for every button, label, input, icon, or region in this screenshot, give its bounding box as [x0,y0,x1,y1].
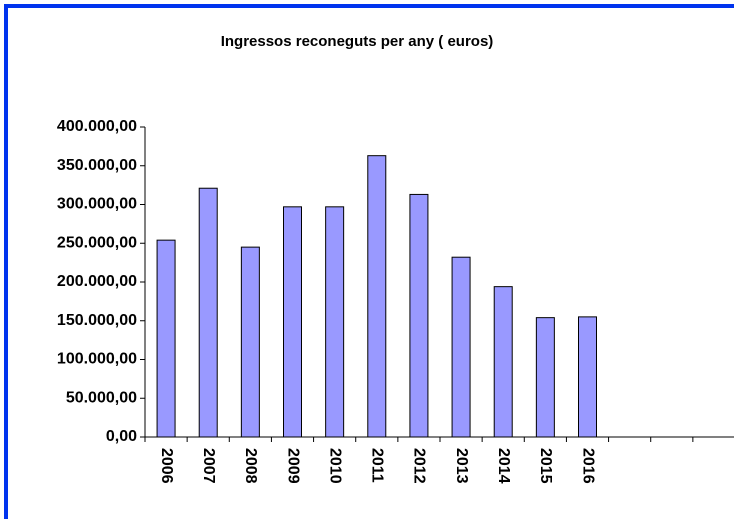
bar [367,155,387,438]
bar [240,246,260,438]
x-tick-label: 2013 [453,448,470,484]
x-tick-label: 2007 [200,448,217,484]
bar [535,317,555,438]
bar [493,286,513,438]
bar [409,193,429,438]
x-tick-label: 2006 [158,448,175,484]
bar [578,316,597,438]
y-tick-label: 200.000,00 [57,273,137,290]
x-tick-label: 2012 [411,448,428,484]
y-tick-label: 150.000,00 [57,312,137,329]
x-tick-label: 2011 [369,448,386,483]
x-tick-label: 2009 [284,448,301,484]
bar [156,239,176,438]
bar [325,206,345,438]
y-tick-label: 400.000,00 [57,118,137,135]
chart-title: Ingressos reconeguts per any ( euros) [221,33,494,50]
x-tick-label: 2015 [537,448,554,484]
x-tick-label: 2014 [495,448,512,484]
bar [283,206,302,438]
bar [198,187,218,438]
y-tick-label: 250.000,00 [57,234,137,251]
y-tick-label: 100.000,00 [57,351,137,368]
x-tick-label: 2016 [579,448,596,484]
y-tick-label: 350.000,00 [57,157,137,174]
y-tick-label: 0,00 [106,428,137,445]
y-tick-label: 300.000,00 [57,196,137,213]
x-tick-label: 2010 [326,448,343,484]
bar [451,256,471,438]
x-tick-label: 2008 [242,448,259,484]
y-tick-label: 50.000,00 [66,389,137,406]
